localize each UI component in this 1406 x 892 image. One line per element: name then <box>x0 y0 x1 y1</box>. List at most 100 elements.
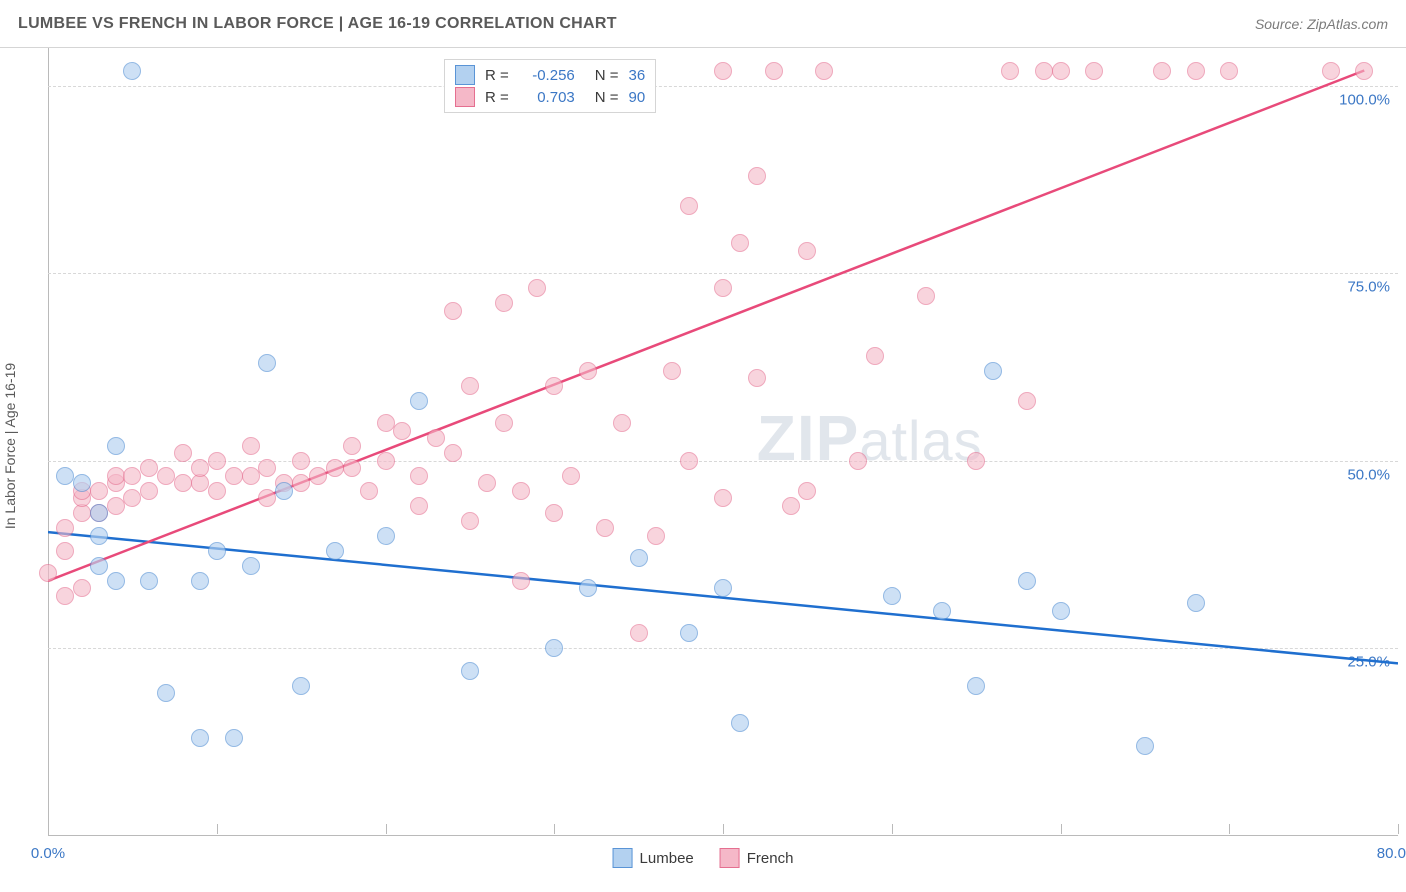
scatter-point-lumbee <box>73 474 91 492</box>
y-tick-label: 50.0% <box>1347 466 1390 483</box>
scatter-point-lumbee <box>377 527 395 545</box>
scatter-point-french <box>495 294 513 312</box>
scatter-point-french <box>495 414 513 432</box>
scatter-point-french <box>242 437 260 455</box>
scatter-point-french <box>56 587 74 605</box>
scatter-point-lumbee <box>579 579 597 597</box>
scatter-point-french <box>579 362 597 380</box>
scatter-point-french <box>258 489 276 507</box>
scatter-point-french <box>663 362 681 380</box>
scatter-point-lumbee <box>326 542 344 560</box>
x-tick <box>1398 824 1399 834</box>
scatter-point-lumbee <box>714 579 732 597</box>
scatter-point-french <box>714 279 732 297</box>
stat-r-label: R = <box>485 67 509 84</box>
scatter-point-french <box>140 459 158 477</box>
scatter-point-french <box>39 564 57 582</box>
scatter-point-french <box>56 542 74 560</box>
scatter-point-french <box>798 482 816 500</box>
scatter-point-french <box>377 452 395 470</box>
scatter-point-lumbee <box>56 467 74 485</box>
chart-plot-area: 25.0%50.0%75.0%100.0%ZIPatlasR =-0.256N … <box>48 48 1398 836</box>
scatter-point-lumbee <box>731 714 749 732</box>
stats-row: R =0.703N =90 <box>455 86 645 108</box>
scatter-point-lumbee <box>107 437 125 455</box>
scatter-point-french <box>545 377 563 395</box>
scatter-point-french <box>258 459 276 477</box>
scatter-point-french <box>208 452 226 470</box>
scatter-point-french <box>967 452 985 470</box>
stat-r-label: R = <box>485 89 509 106</box>
scatter-point-lumbee <box>410 392 428 410</box>
x-tick <box>723 824 724 834</box>
scatter-point-french <box>478 474 496 492</box>
legend-label: Lumbee <box>640 850 694 867</box>
scatter-point-french <box>512 482 530 500</box>
scatter-point-lumbee <box>933 602 951 620</box>
scatter-point-french <box>849 452 867 470</box>
scatter-point-lumbee <box>90 527 108 545</box>
scatter-point-french <box>174 474 192 492</box>
scatter-point-lumbee <box>545 639 563 657</box>
scatter-point-french <box>393 422 411 440</box>
legend-item: French <box>720 848 794 868</box>
stat-n-label: N = <box>595 89 619 106</box>
scatter-point-lumbee <box>967 677 985 695</box>
scatter-point-french <box>107 467 125 485</box>
gridline <box>48 461 1398 462</box>
scatter-point-french <box>680 452 698 470</box>
scatter-point-french <box>1052 62 1070 80</box>
scatter-point-lumbee <box>90 557 108 575</box>
scatter-point-french <box>208 482 226 500</box>
scatter-point-lumbee <box>157 684 175 702</box>
scatter-point-french <box>326 459 344 477</box>
scatter-point-french <box>410 467 428 485</box>
scatter-point-french <box>748 167 766 185</box>
scatter-point-lumbee <box>107 572 125 590</box>
x-tick-label: 80.0% <box>1377 845 1406 862</box>
scatter-point-lumbee <box>191 572 209 590</box>
scatter-point-french <box>410 497 428 515</box>
gridline <box>48 648 1398 649</box>
scatter-point-lumbee <box>1052 602 1070 620</box>
scatter-point-french <box>1153 62 1171 80</box>
scatter-point-lumbee <box>242 557 260 575</box>
scatter-point-lumbee <box>1018 572 1036 590</box>
x-tick <box>217 824 218 834</box>
scatter-point-french <box>680 197 698 215</box>
stats-row: R =-0.256N =36 <box>455 64 645 86</box>
scatter-point-french <box>123 489 141 507</box>
scatter-point-french <box>1355 62 1373 80</box>
scatter-point-french <box>798 242 816 260</box>
scatter-point-french <box>731 234 749 252</box>
stat-n-label: N = <box>595 67 619 84</box>
legend-label: French <box>747 850 794 867</box>
scatter-point-french <box>866 347 884 365</box>
scatter-point-french <box>360 482 378 500</box>
scatter-point-french <box>714 62 732 80</box>
scatter-point-lumbee <box>90 504 108 522</box>
scatter-point-lumbee <box>292 677 310 695</box>
scatter-point-french <box>765 62 783 80</box>
legend-item: Lumbee <box>613 848 694 868</box>
legend-swatch <box>455 65 475 85</box>
trend-line-french <box>48 71 1364 581</box>
x-tick <box>1061 824 1062 834</box>
scatter-point-lumbee <box>680 624 698 642</box>
scatter-point-french <box>782 497 800 515</box>
scatter-point-french <box>309 467 327 485</box>
scatter-point-french <box>242 467 260 485</box>
scatter-point-lumbee <box>1187 594 1205 612</box>
stat-r-value: -0.256 <box>519 67 575 84</box>
scatter-point-french <box>461 377 479 395</box>
scatter-point-lumbee <box>630 549 648 567</box>
y-tick-label: 25.0% <box>1347 654 1390 671</box>
scatter-point-french <box>647 527 665 545</box>
scatter-point-french <box>545 504 563 522</box>
scatter-point-french <box>562 467 580 485</box>
scatter-point-french <box>292 474 310 492</box>
stat-r-value: 0.703 <box>519 89 575 106</box>
scatter-point-french <box>123 467 141 485</box>
scatter-point-french <box>90 482 108 500</box>
x-tick <box>1229 824 1230 834</box>
